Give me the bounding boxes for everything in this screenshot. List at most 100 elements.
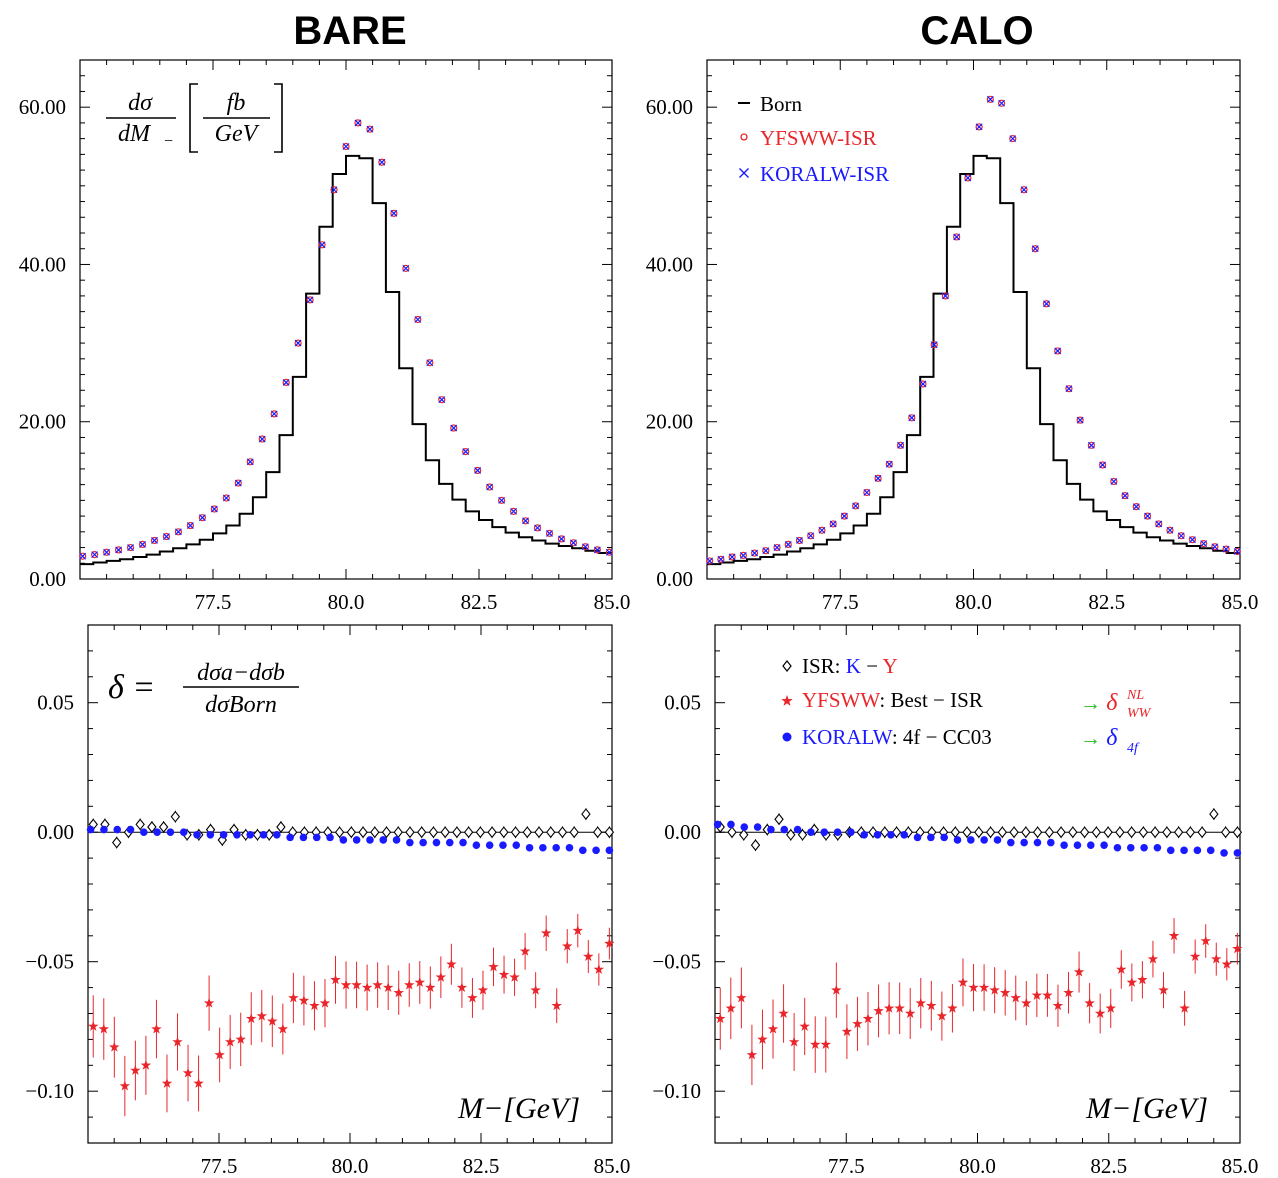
yfsww-point bbox=[91, 551, 99, 559]
yfsww-diff-point bbox=[1105, 1002, 1116, 1013]
koralw-point bbox=[885, 460, 893, 468]
koralw-point bbox=[174, 528, 182, 536]
top-formula-den: dM bbox=[118, 121, 152, 147]
yfsww-diff-point bbox=[852, 1018, 863, 1029]
legend-isr-label: ISR: K − Y bbox=[802, 654, 898, 678]
koralw-point bbox=[330, 186, 338, 194]
yfsww-diff-point bbox=[98, 1023, 109, 1034]
koralw-point bbox=[998, 99, 1005, 107]
panel-bare-top: 77.5 80.0 82.5 85.0 0.00 20.00 40.00 60.00 bbox=[19, 59, 630, 614]
koralw-diff-point bbox=[940, 833, 948, 842]
yfsww-point bbox=[557, 535, 566, 543]
yfsww-diff-point bbox=[1042, 989, 1053, 1000]
isr-diff-point bbox=[147, 821, 157, 833]
yfsww-diff-point bbox=[267, 1015, 278, 1026]
bottom-legend: ISR: K − Y YFSWW: Best − ISR → δ NL WW K… bbox=[781, 654, 1152, 756]
koralw-point bbox=[438, 396, 446, 404]
koralw-point bbox=[79, 552, 87, 560]
yfsww-point bbox=[1065, 385, 1073, 393]
koralw-point bbox=[1031, 245, 1039, 253]
isr-diff-point bbox=[997, 826, 1008, 839]
koralw-diff-point bbox=[525, 843, 534, 852]
yfsww-diff-point bbox=[904, 1008, 916, 1018]
koralw-point bbox=[366, 125, 374, 133]
y-tick-label: −0.10 bbox=[652, 1079, 701, 1103]
koralw-point bbox=[115, 546, 122, 554]
legend-koralw-target: → δ bbox=[1080, 725, 1118, 751]
yfsww-point bbox=[762, 547, 770, 555]
koralw-point bbox=[1144, 512, 1151, 520]
yfsww-point bbox=[807, 532, 815, 540]
koralw-diff-point bbox=[833, 828, 842, 836]
yfsww-point bbox=[919, 380, 927, 388]
xlabel-calo: M−[GeV] bbox=[1085, 1092, 1208, 1125]
legend-yfsww-target: → δ bbox=[1080, 690, 1118, 716]
isr-diff-point bbox=[158, 821, 169, 833]
isr-diff-point bbox=[727, 826, 737, 839]
title-bare: BARE bbox=[293, 9, 406, 53]
yfsww-diff-point bbox=[1073, 966, 1085, 977]
y-tick-label: −0.05 bbox=[652, 950, 701, 974]
koralw-point bbox=[796, 537, 803, 544]
isr-diff-point bbox=[1032, 826, 1043, 839]
koralw-diff-point bbox=[1153, 843, 1162, 852]
koralw-point bbox=[306, 296, 314, 304]
koralw-point bbox=[773, 544, 781, 551]
koralw-point bbox=[1110, 478, 1118, 485]
yfsww-point bbox=[1222, 545, 1230, 553]
koralw-point bbox=[1233, 548, 1241, 555]
yfsww-diff-point bbox=[1189, 951, 1201, 961]
yfsww-diff-point bbox=[1031, 989, 1043, 1000]
legend-isr-marker bbox=[782, 660, 792, 672]
isr-diff-point bbox=[135, 818, 145, 831]
koralw-point bbox=[426, 359, 434, 367]
koralw-diff-point bbox=[512, 841, 521, 849]
yfsww-point bbox=[138, 540, 147, 549]
koralw-point bbox=[840, 512, 848, 520]
yfsww-diff-point bbox=[862, 1013, 874, 1024]
yfsww-point bbox=[852, 502, 860, 510]
yfsww-point bbox=[885, 460, 893, 468]
koralw-point bbox=[354, 119, 362, 127]
koralw-point bbox=[139, 540, 146, 548]
yfsww-diff-point bbox=[540, 927, 552, 938]
koralw-diff-point bbox=[113, 825, 122, 834]
yfsww-diff-point bbox=[161, 1077, 173, 1088]
y-tick-label: 40.00 bbox=[19, 252, 66, 276]
yfsww-diff-point bbox=[968, 982, 979, 993]
isr-diff-point bbox=[428, 826, 439, 839]
isr-diff-point bbox=[1173, 826, 1184, 839]
x-tick-label: 77.5 bbox=[195, 590, 232, 614]
koralw-diff-point bbox=[967, 836, 975, 844]
yfsww-point bbox=[986, 95, 994, 103]
koralw-diff-point bbox=[1206, 846, 1215, 855]
x-tick-label: 85.0 bbox=[1222, 1154, 1259, 1178]
title-calo: CALO bbox=[920, 9, 1033, 53]
koralw-point bbox=[1177, 532, 1185, 540]
panel-calo-top: 77.5 80.0 82.5 85.0 0.00 20.00 40.00 60.00 bbox=[646, 59, 1258, 614]
legend-yfsww-sub: WW bbox=[1127, 706, 1152, 721]
isr-diff-point bbox=[581, 808, 591, 820]
yfsww-point bbox=[533, 524, 542, 532]
yfsww-point bbox=[975, 123, 983, 131]
yfsww-diff-point bbox=[309, 1000, 320, 1011]
koralw-point bbox=[163, 533, 170, 540]
yfsww-diff-point bbox=[757, 1033, 768, 1044]
isr-diff-point bbox=[358, 826, 368, 839]
x-tick-label: 80.0 bbox=[955, 590, 992, 614]
koralw-diff-point bbox=[1086, 841, 1095, 849]
yfsww-diff-point bbox=[810, 1039, 821, 1050]
yfsww-diff-point bbox=[246, 1013, 257, 1024]
koralw-point bbox=[1155, 520, 1163, 528]
yfsww-diff-point bbox=[193, 1077, 204, 1088]
isr-diff-point bbox=[868, 826, 878, 839]
koralw-point bbox=[1076, 416, 1084, 424]
isr-diff-point bbox=[487, 826, 497, 839]
koralw-point bbox=[210, 505, 218, 513]
koralw-point bbox=[1211, 543, 1219, 551]
yfsww-diff-point bbox=[1063, 987, 1074, 998]
koralw-point bbox=[91, 551, 99, 559]
koralw-diff-point bbox=[140, 828, 148, 836]
isr-diff-point bbox=[557, 826, 568, 839]
